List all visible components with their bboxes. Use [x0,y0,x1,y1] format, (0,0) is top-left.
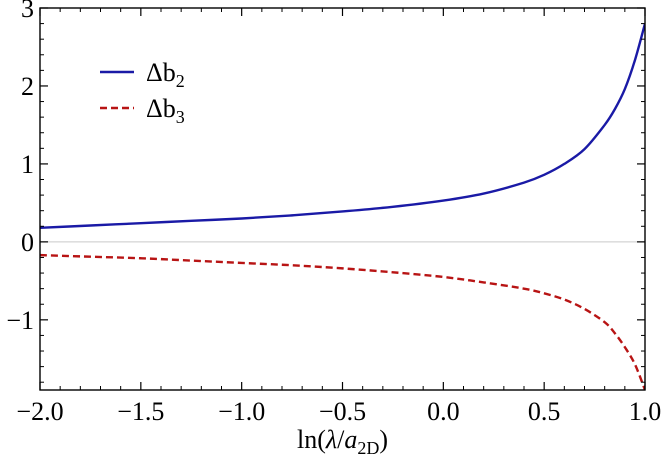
y-tick-label: 2 [21,72,34,101]
x-tick-label: −1.5 [117,397,164,426]
x-axis-title-prefix: ln( [297,425,326,454]
y-tick-label: 3 [21,0,34,23]
series-line-1 [40,23,645,230]
legend-label-subscript: 3 [176,107,185,127]
plot-frame [39,7,646,391]
legend-label-subscript: 2 [176,71,185,91]
x-tick-labels: −2.0 −1.5 −1.0 −0.5 0.0 0.5 1.0 [16,397,661,426]
y-tick-label: −1 [6,306,34,335]
x-tick-label: −0.5 [319,397,366,426]
x-axis-title-slash: / [337,425,345,454]
x-axis-title: ln(λ/a2D) [297,425,388,458]
x-axis-title-a: a [344,425,357,454]
tick-marks [39,7,646,390]
x-tick-label: −2.0 [16,397,63,426]
x-axis-title-subscript: 2D [357,438,379,458]
x-tick-label: 0.0 [427,397,460,426]
legend-label-1: Δb2 [146,58,185,91]
x-axis-title-lambda: λ [325,425,337,454]
series-layer [40,23,645,390]
y-tick-labels: −1 0 1 2 3 [6,0,34,335]
legend-label-main: Δb [146,58,176,87]
y-tick-label: 1 [21,150,34,179]
series-line-2 [40,253,645,390]
y-tick-label: 0 [21,228,34,257]
x-tick-label: 1.0 [629,397,662,426]
legend-label-main: Δb [146,94,176,123]
x-tick-label: −1.0 [218,397,265,426]
legend-label-2: Δb3 [146,94,185,127]
x-tick-label: 0.5 [528,397,561,426]
x-axis-title-suffix: ) [379,425,388,454]
